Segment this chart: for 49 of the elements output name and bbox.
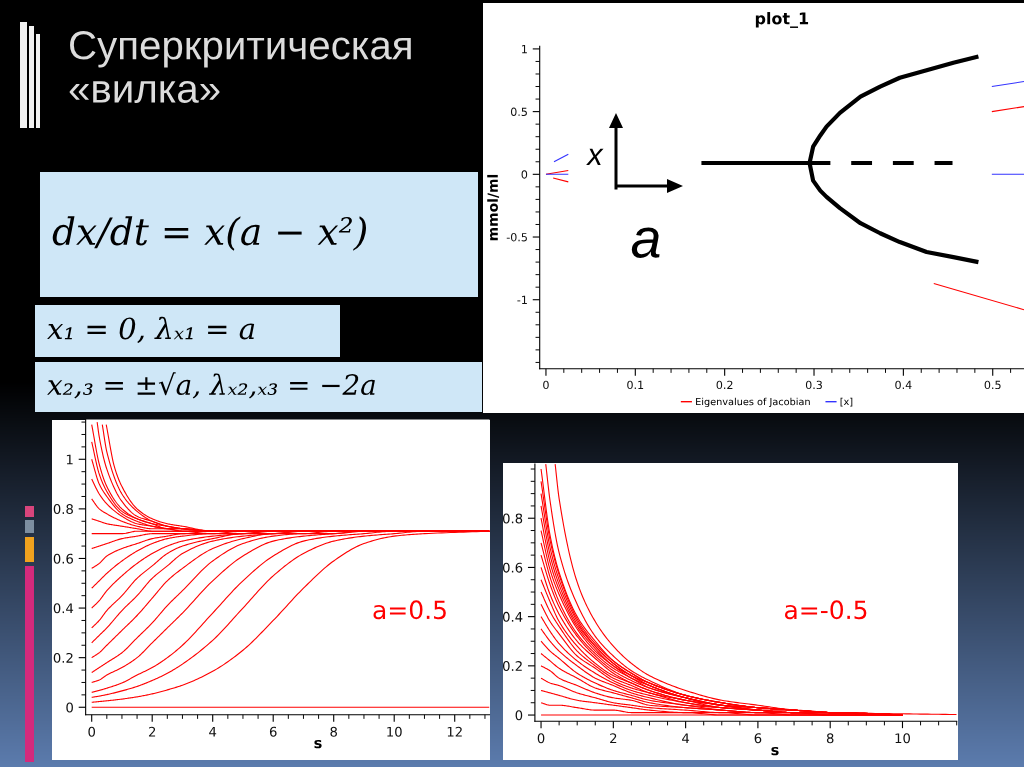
x-tick-label: 2: [610, 733, 617, 744]
y-tick-label: 0: [66, 702, 73, 713]
y-tick-label: 0.4: [53, 603, 74, 614]
x-tick-label: 0.2: [716, 380, 733, 390]
text: dx/dt = x(a − x²): [52, 216, 366, 251]
y-tick-label: 0.6: [53, 553, 74, 564]
y-tick-label: 0.8: [502, 513, 523, 524]
y-tick-label: 0.4: [502, 611, 523, 622]
x-tick-label: 0.1: [627, 380, 644, 390]
x-tick-label: 4: [209, 726, 217, 737]
x-tick-label: 0.5: [984, 380, 1001, 390]
x-tick-label: 10: [895, 733, 910, 744]
x-tick-label: 4: [682, 733, 690, 744]
y-tick-label: -0.5: [506, 233, 527, 242]
annotation: x: [586, 148, 604, 165]
text: x₁ = 0, λₓ₁ = a: [47, 316, 255, 344]
annotation: a=0.5: [373, 600, 446, 620]
y-axis-title: mmol/ml: [487, 174, 500, 241]
y-tick-label: 0.2: [502, 661, 522, 672]
x-axis-title: s: [771, 746, 779, 756]
x-tick-label: 0: [88, 726, 96, 737]
x-tick-label: 8: [826, 733, 834, 744]
x-tick-label: 2: [148, 726, 156, 737]
y-tick-label: 0.6: [502, 562, 523, 573]
x-tick-label: 10: [387, 726, 402, 737]
text: Суперкритическая «вилка»: [69, 31, 411, 103]
y-tick-label: 1: [66, 454, 73, 465]
x-tick-label: 0.3: [805, 380, 822, 390]
y-tick-label: 1: [522, 45, 527, 54]
text: x₂,₃ = ±√a, λₓ₂,ₓ₃ = −2a: [47, 372, 375, 399]
y-tick-label: 0.5: [510, 107, 527, 116]
x-tick-label: 6: [269, 726, 277, 737]
legend-label: Eigenvalues of Jacobian: [696, 397, 810, 408]
legend-label: [x]: [840, 397, 853, 407]
y-tick-label: 0.2: [53, 652, 73, 663]
x-tick-label: 0.4: [895, 380, 912, 390]
y-tick-label: -1: [517, 295, 527, 304]
x-tick-label: 0: [537, 733, 545, 744]
annotation: a: [631, 227, 660, 258]
y-tick-label: 0: [521, 170, 528, 179]
x-tick-label: 8: [330, 726, 337, 737]
annotation: a=-0.5: [784, 600, 867, 620]
x-tick-label: 6: [754, 733, 762, 744]
x-axis-title: s: [314, 739, 322, 749]
chart-title: plot_1: [755, 12, 809, 28]
y-tick-label: 0: [515, 710, 523, 721]
y-tick-label: 0.8: [53, 504, 73, 515]
x-tick-label: 0: [543, 380, 549, 390]
x-tick-label: 12: [447, 726, 462, 737]
